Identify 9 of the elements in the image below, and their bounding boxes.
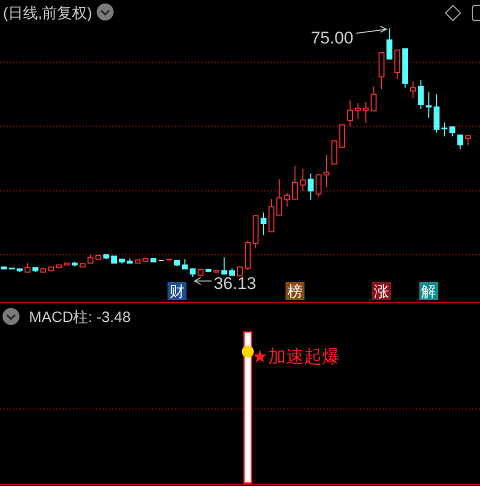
chart-title: MACD柱: -3.48 <box>29 309 131 326</box>
badge: 涨 <box>372 282 392 300</box>
badge: 解 <box>419 282 438 300</box>
annotation: 75.00 <box>310 28 354 48</box>
badge: 财 <box>168 282 186 300</box>
annotation: 36.13 <box>214 274 256 293</box>
chart-title: (日线,前复权) <box>3 5 92 22</box>
annotation: ★加速起爆 <box>252 346 340 367</box>
badge: 榜 <box>286 282 304 300</box>
